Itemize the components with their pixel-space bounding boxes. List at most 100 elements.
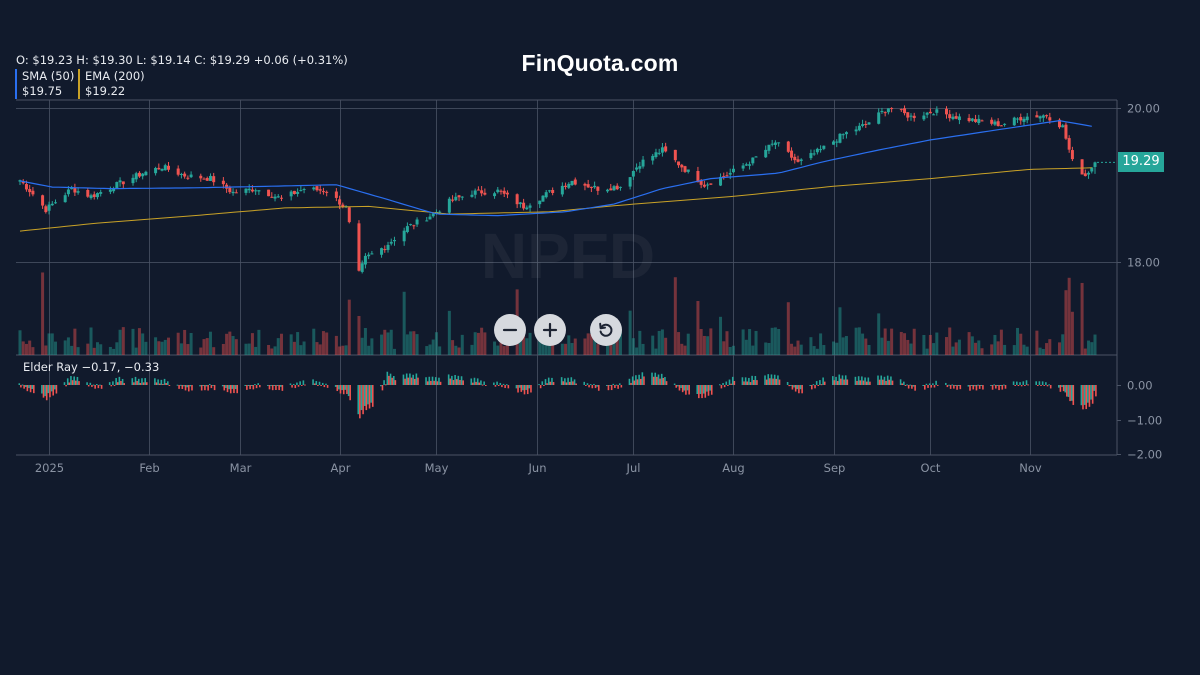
- high-value: $19.30: [92, 53, 133, 67]
- bull-power-bar: [267, 385, 269, 386]
- bear-power-bar: [836, 381, 839, 385]
- bear-power-bar: [791, 385, 794, 390]
- bull-power-bar: [935, 380, 937, 385]
- bear-power-bar: [907, 385, 910, 389]
- bear-power-bar: [878, 379, 881, 385]
- volume-bar: [157, 341, 161, 355]
- bull-power-bar: [799, 385, 802, 390]
- volume-bar: [589, 334, 593, 355]
- volume-bar: [154, 337, 158, 355]
- price-tick-label: 20.00: [1127, 102, 1160, 116]
- bear-power-bar: [597, 385, 600, 391]
- bear-power-bar: [698, 385, 700, 399]
- candle: [1012, 116, 1016, 126]
- candle: [906, 112, 910, 122]
- bear-power-bar: [478, 382, 481, 385]
- sma-legend[interactable]: SMA (50) $19.75: [15, 69, 74, 99]
- bull-power-bar: [457, 375, 460, 385]
- bull-power-bar: [767, 374, 770, 385]
- volume-bar: [1083, 348, 1087, 355]
- candle: [163, 163, 167, 171]
- bear-power-bar: [765, 379, 768, 385]
- bull-power-bar: [967, 385, 970, 387]
- bear-power-bar: [840, 378, 842, 385]
- candle: [957, 113, 961, 125]
- bear-power-bar: [888, 379, 891, 385]
- bull-power-bar: [386, 371, 389, 385]
- last-price-tag: 19.29: [1118, 152, 1164, 172]
- bear-power-bar: [294, 385, 297, 389]
- volume-bar: [131, 328, 135, 355]
- open-value: $19.23: [32, 53, 73, 67]
- candle: [160, 168, 164, 172]
- candle: [560, 182, 564, 197]
- bear-power-bar: [991, 385, 994, 390]
- volume-bar: [728, 346, 732, 355]
- bull-power-bar: [344, 385, 347, 390]
- candle: [451, 195, 455, 203]
- bull-power-bar: [673, 383, 676, 385]
- ema-legend[interactable]: EMA (200) $19.22: [78, 69, 145, 99]
- volume-bar: [822, 345, 826, 355]
- bull-power-bar: [89, 382, 92, 385]
- bear-power-bar: [339, 385, 342, 394]
- candle: [208, 173, 212, 182]
- bear-power-bar: [788, 385, 791, 387]
- bear-power-bar: [336, 385, 339, 392]
- bull-power-bar: [154, 378, 156, 385]
- candle: [137, 171, 141, 178]
- bear-power-bar: [562, 381, 565, 385]
- bull-power-bar: [92, 384, 95, 386]
- bear-power-bar: [501, 385, 503, 388]
- bear-power-bar: [1036, 385, 1039, 386]
- candle: [880, 107, 884, 114]
- volume-bar: [483, 332, 487, 355]
- volume-bar: [1003, 344, 1007, 355]
- candle: [593, 181, 597, 189]
- bear-power-bar: [811, 385, 813, 390]
- candle: [134, 171, 138, 183]
- bull-power-bar: [699, 385, 702, 394]
- bear-power-bar: [275, 385, 277, 390]
- bull-power-bar: [719, 384, 721, 386]
- bear-power-bar: [278, 385, 280, 391]
- zoom-in-button[interactable]: [534, 314, 566, 346]
- bear-power-bar: [727, 385, 729, 386]
- bear-power-bar: [165, 383, 167, 385]
- bull-power-bar: [186, 385, 188, 388]
- bull-power-bar: [360, 385, 363, 411]
- volume-bar: [451, 340, 455, 355]
- volume-bar: [819, 333, 823, 355]
- bear-power-bar: [746, 381, 749, 385]
- bear-power-bar: [394, 380, 397, 385]
- bull-power-bar: [389, 373, 392, 385]
- price-axis: 20.00 18.00: [1117, 102, 1160, 270]
- bear-power-bar: [701, 385, 703, 399]
- bull-power-bar: [570, 377, 573, 385]
- volume-bar: [389, 329, 393, 355]
- bull-power-bar: [66, 378, 69, 385]
- volume-bar: [428, 344, 432, 355]
- bear-power-bar: [723, 385, 726, 388]
- volume-bar: [1016, 327, 1020, 355]
- volume-bar: [108, 346, 112, 355]
- candle: [767, 144, 771, 154]
- bull-power-bar: [144, 378, 147, 385]
- bear-power-bar: [33, 385, 35, 394]
- bull-power-bar: [112, 381, 114, 385]
- bear-power-bar: [133, 382, 135, 385]
- bull-power-bar: [412, 374, 414, 385]
- bull-power-bar: [980, 385, 983, 386]
- candle: [347, 206, 351, 224]
- volume-bar: [709, 328, 713, 355]
- candle: [18, 179, 22, 185]
- bull-power-bar: [1022, 381, 1025, 385]
- reset-zoom-button[interactable]: [590, 314, 622, 346]
- bull-power-bar: [208, 383, 211, 385]
- candle: [108, 186, 112, 195]
- zoom-out-button[interactable]: [494, 314, 526, 346]
- volume-bar: [980, 348, 984, 355]
- bull-power-bar: [95, 384, 98, 386]
- volume-bar: [183, 329, 187, 355]
